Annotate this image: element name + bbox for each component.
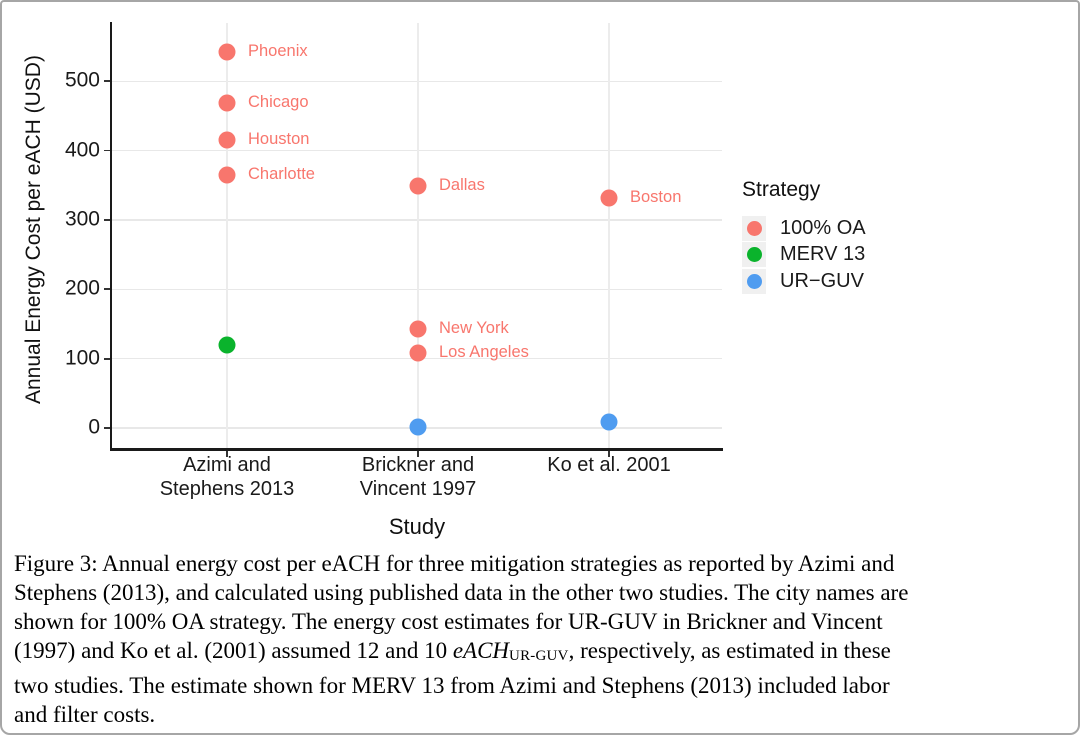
y-tick-mark	[103, 427, 110, 429]
legend-key	[742, 242, 766, 268]
legend-dot-icon	[746, 220, 762, 236]
caption-text: two studies. The estimate shown for MERV…	[14, 673, 890, 698]
point-phoenix	[218, 43, 236, 61]
caption-text: Stephens (2013), and calculated using pu…	[14, 580, 909, 605]
caption-text: shown for 100% OA strategy. The energy c…	[14, 609, 883, 634]
city-label-los-angeles: Los Angeles	[439, 343, 529, 362]
point-charlotte	[218, 166, 236, 184]
point-new-york	[409, 320, 427, 338]
point-ur-guv	[409, 418, 427, 436]
x-axis-title: Study	[388, 514, 446, 539]
y-tick-mark	[103, 80, 110, 83]
point-ur-guv	[600, 413, 618, 431]
y-gridline	[112, 288, 722, 290]
y-tick-mark	[103, 149, 110, 152]
scatter-plot: Annual Energy Cost per eACH (USD) Study …	[2, 2, 1078, 547]
y-gridline	[112, 219, 722, 221]
y-axis-line	[109, 22, 113, 450]
x-tick-label: Brickner and Vincent 1997	[359, 454, 477, 500]
city-label-charlotte: Charlotte	[248, 164, 315, 183]
x-tick-mark	[226, 450, 228, 457]
y-tick-label: 400	[64, 138, 100, 162]
legend-key	[742, 268, 766, 294]
legend-item-merv-13: MERV 13	[742, 242, 866, 269]
point-chicago	[218, 94, 236, 112]
city-label-phoenix: Phoenix	[248, 42, 308, 61]
caption-line: two studies. The estimate shown for MERV…	[14, 671, 1072, 700]
y-tick-mark	[103, 218, 110, 221]
caption-ur-guv-subscript: UR-GUV	[509, 648, 569, 664]
legend-items: 100% OA MERV 13 UR−GUV	[742, 215, 866, 295]
city-label-houston: Houston	[248, 129, 310, 148]
caption-text: , respectively, as estimated in these	[568, 638, 891, 663]
legend-key	[742, 215, 766, 241]
city-label-chicago: Chicago	[248, 92, 309, 111]
caption-line: Figure 3: Annual energy cost per eACH fo…	[14, 549, 1072, 578]
x-gridline	[417, 23, 419, 448]
legend: Strategy 100% OA MERV 13 UR−GUV	[742, 178, 866, 295]
x-tick-label: Azimi and Stephens 2013	[159, 454, 295, 500]
legend-label: 100% OA	[780, 216, 866, 239]
legend-item-100-oa: 100% OA	[742, 215, 866, 242]
caption-each-italic: eACH	[452, 638, 510, 663]
caption-line: and filter costs.	[14, 700, 1072, 729]
caption-text: (1997) and Ko et al. (2001) assumed 12 a…	[14, 638, 453, 663]
y-tick-label: 200	[64, 276, 100, 300]
caption-line: Stephens (2013), and calculated using pu…	[14, 578, 1072, 607]
y-tick-label: 0	[88, 415, 100, 439]
y-tick-mark	[103, 288, 110, 291]
caption-text: Figure 3: Annual energy cost per eACH fo…	[14, 551, 895, 576]
legend-label: MERV 13	[780, 243, 866, 266]
point-merv-13	[218, 336, 236, 354]
y-tick-mark	[103, 357, 110, 360]
point-boston	[600, 189, 618, 207]
point-houston	[218, 131, 236, 148]
legend-title: Strategy	[742, 178, 821, 201]
y-tick-label: 100	[64, 346, 100, 370]
x-gridline	[226, 23, 228, 448]
y-tick-label: 500	[64, 68, 100, 92]
legend-label: UR−GUV	[780, 269, 864, 292]
x-gridline	[608, 23, 610, 448]
y-tick-label: 300	[64, 207, 100, 231]
x-tick-label: Ko et al. 2001	[547, 454, 671, 476]
x-tick-mark	[417, 450, 419, 457]
figure-caption: Figure 3: Annual energy cost per eACH fo…	[14, 549, 1072, 729]
city-label-new-york: New York	[439, 318, 509, 337]
caption-line: (1997) and Ko et al. (2001) assumed 12 a…	[14, 636, 1072, 671]
legend-item-ur-guv: UR−GUV	[742, 268, 866, 295]
caption-text: and filter costs.	[14, 702, 156, 727]
y-gridline	[112, 149, 722, 152]
legend-dot-icon	[746, 247, 762, 263]
caption-line: shown for 100% OA strategy. The energy c…	[14, 607, 1072, 636]
point-los-angeles	[409, 344, 427, 362]
city-label-boston: Boston	[630, 187, 682, 206]
x-axis-line	[109, 448, 723, 451]
x-tick-mark	[608, 450, 610, 457]
legend-dot-icon	[746, 273, 762, 289]
y-gridline	[112, 80, 722, 82]
point-dallas	[409, 177, 427, 195]
city-label-dallas: Dallas	[439, 176, 485, 195]
